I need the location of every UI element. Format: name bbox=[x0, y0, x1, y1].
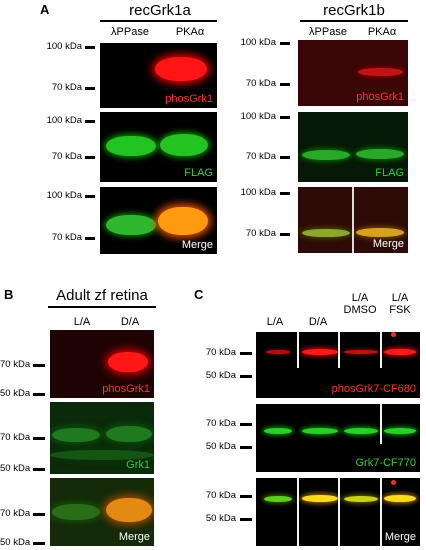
mw-tick bbox=[33, 468, 45, 471]
blot-retina-phosgrk1: phosGrk1 bbox=[50, 330, 154, 398]
mw-marker: 100 kDa bbox=[46, 41, 82, 52]
mw-marker: 70 kDa bbox=[245, 151, 276, 162]
mw-marker: 100 kDa bbox=[240, 111, 276, 122]
mw-marker: 70 kDa bbox=[245, 228, 276, 239]
blot-recgrk1b-phosgrk1: phosGrk1 bbox=[298, 40, 408, 106]
mw-tick bbox=[85, 46, 95, 49]
title-underline bbox=[48, 306, 156, 308]
blot-label: phosGrk1 bbox=[102, 383, 150, 395]
mw-marker: 70 kDa bbox=[51, 151, 82, 162]
blot-retina-grk1: Grk1 bbox=[50, 402, 154, 474]
blot-label: phosGrk7-CF680 bbox=[331, 383, 416, 395]
mw-tick bbox=[33, 513, 45, 516]
lane-label-la-dmso: L/A DMSO bbox=[343, 292, 377, 316]
title-recgrk1b: recGrk1b bbox=[323, 2, 385, 19]
mw-tick bbox=[33, 393, 45, 396]
mw-marker: 70 kDa bbox=[51, 82, 82, 93]
mw-marker: 70 kDa bbox=[205, 490, 236, 501]
mw-marker: 70 kDa bbox=[0, 359, 31, 370]
mw-marker: 70 kDa bbox=[205, 347, 236, 358]
mw-marker: 70 kDa bbox=[0, 508, 31, 519]
mw-tick bbox=[280, 116, 290, 119]
mw-tick bbox=[240, 495, 252, 498]
mw-marker: 70 kDa bbox=[51, 232, 82, 243]
mw-tick bbox=[85, 195, 95, 198]
panel-letter-b: B bbox=[4, 287, 14, 302]
mw-tick bbox=[280, 192, 290, 195]
blot-grk7-total: Grk7-CF770 bbox=[256, 404, 420, 472]
blot-label: Merge bbox=[118, 531, 150, 543]
mw-tick bbox=[280, 42, 290, 45]
title-recgrk1a: recGrk1a bbox=[129, 2, 191, 19]
mw-tick bbox=[280, 156, 290, 159]
lane-label-da: D/A bbox=[308, 316, 328, 328]
mw-tick bbox=[240, 518, 252, 521]
title-adult-zf-retina: Adult zf retina bbox=[56, 287, 148, 304]
title-underline bbox=[100, 20, 217, 22]
blot-label: FLAG bbox=[375, 167, 404, 179]
panel-letter-a: A bbox=[40, 2, 50, 17]
blot-recgrk1b-flag: FLAG bbox=[298, 112, 408, 182]
lane-label-pka: PKAα bbox=[175, 26, 205, 38]
mw-marker: 70 kDa bbox=[0, 432, 31, 443]
mw-marker: 70 kDa bbox=[245, 78, 276, 89]
mw-marker: 50 kDa bbox=[205, 370, 236, 381]
title-underline bbox=[300, 20, 408, 22]
blot-recgrk1b-merge: Merge bbox=[298, 187, 408, 253]
blot-label: FLAG bbox=[184, 167, 213, 179]
blot-recgrk1a-merge: Merge bbox=[100, 187, 217, 254]
mw-tick bbox=[240, 352, 252, 355]
mw-marker: 50 kDa bbox=[205, 513, 236, 524]
lane-label-la: L/A bbox=[73, 316, 91, 328]
blot-label: Grk1 bbox=[126, 459, 150, 471]
mw-marker: 50 kDa bbox=[0, 463, 31, 474]
mw-marker: 70 kDa bbox=[205, 418, 236, 429]
lane-label-lppase: λPPase bbox=[309, 26, 347, 38]
mw-marker: 50 kDa bbox=[0, 388, 31, 399]
blot-label: phosGrk1 bbox=[356, 91, 404, 103]
blot-label: Merge bbox=[384, 531, 416, 543]
mw-tick bbox=[33, 364, 45, 367]
blot-recgrk1a-phosgrk1: phosGrk1 bbox=[100, 43, 217, 108]
blot-label: Merge bbox=[372, 238, 404, 250]
mw-tick bbox=[85, 87, 95, 90]
mw-marker: 100 kDa bbox=[46, 190, 82, 201]
mw-marker: 100 kDa bbox=[240, 37, 276, 48]
lane-label-da: D/A bbox=[120, 316, 140, 328]
blot-grk7-phos: phosGrk7-CF680 bbox=[256, 332, 420, 398]
mw-tick bbox=[33, 542, 45, 545]
mw-marker: 100 kDa bbox=[46, 115, 82, 126]
blot-recgrk1a-flag: FLAG bbox=[100, 112, 217, 182]
lane-label-lppase: λPPase bbox=[111, 26, 149, 38]
mw-tick bbox=[85, 156, 95, 159]
blot-label: Grk7-CF770 bbox=[355, 457, 416, 469]
mw-tick bbox=[280, 83, 290, 86]
blot-label: phosGrk1 bbox=[165, 93, 213, 105]
lane-label-la: L/A bbox=[266, 316, 284, 328]
mw-tick bbox=[240, 375, 252, 378]
mw-tick bbox=[85, 120, 95, 123]
blot-retina-merge: Merge bbox=[50, 478, 154, 546]
mw-tick bbox=[280, 233, 290, 236]
lane-label-la-fsk: L/A FSK bbox=[389, 292, 411, 316]
mw-marker: 50 kDa bbox=[0, 537, 31, 548]
panel-letter-c: C bbox=[194, 287, 204, 302]
mw-tick bbox=[33, 437, 45, 440]
mw-marker: 50 kDa bbox=[205, 441, 236, 452]
lane-label-pka: PKAα bbox=[367, 26, 397, 38]
mw-tick bbox=[240, 446, 252, 449]
blot-label: Merge bbox=[181, 239, 213, 251]
mw-tick bbox=[240, 423, 252, 426]
blot-grk7-merge: Merge bbox=[256, 478, 420, 546]
mw-marker: 100 kDa bbox=[240, 187, 276, 198]
mw-tick bbox=[85, 237, 95, 240]
